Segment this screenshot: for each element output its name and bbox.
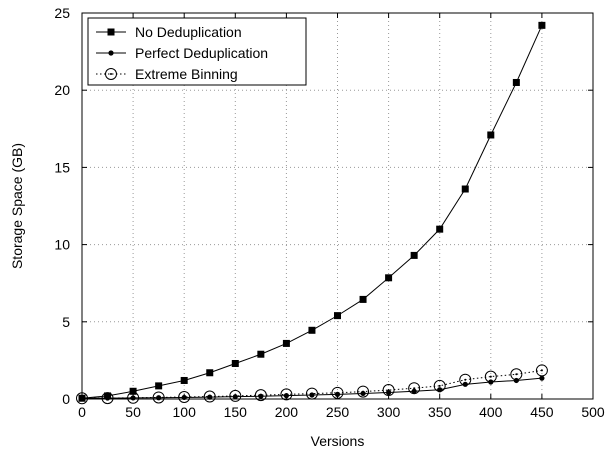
data-point-no-deduplication (334, 312, 341, 320)
data-point-perfect-deduplication (513, 377, 519, 384)
data-point-extreme-binning (510, 368, 523, 381)
data-point-no-deduplication (180, 376, 188, 384)
x-tick-label: 300 (377, 404, 401, 420)
data-point-no-deduplication (385, 274, 393, 282)
data-point-perfect-deduplication (539, 375, 545, 381)
data-point-no-deduplication (308, 326, 316, 334)
legend-marker (108, 50, 114, 56)
legend-item-no-deduplication: No Deduplication (96, 24, 242, 40)
legend-label: Extreme Binning (135, 66, 238, 82)
data-point-no-deduplication (512, 78, 520, 86)
y-tick-label: 25 (54, 5, 70, 21)
data-point-extreme-binning (254, 389, 267, 402)
data-point-no-deduplication (487, 131, 495, 139)
data-point-no-deduplication (410, 251, 418, 259)
legend-marker (105, 68, 117, 80)
data-point-extreme-binning (408, 382, 421, 395)
legend-item-perfect-deduplication: Perfect Deduplication (96, 45, 268, 61)
data-point-no-deduplication (461, 185, 469, 193)
x-tick-label: 200 (275, 404, 299, 420)
legend-label: No Deduplication (135, 24, 242, 40)
x-tick-label: 50 (125, 404, 141, 420)
legend-label: Perfect Deduplication (135, 45, 268, 61)
x-axis-label: Versions (311, 433, 365, 449)
data-point-extreme-binning (152, 391, 165, 404)
series-no-deduplication (78, 21, 546, 402)
data-point-perfect-deduplication (386, 389, 392, 396)
data-point-extreme-binning (459, 373, 472, 386)
data-point-no-deduplication (129, 387, 137, 395)
data-point-extreme-binning (433, 379, 446, 392)
x-tick-label: 100 (173, 404, 197, 420)
y-tick-label: 0 (62, 391, 70, 407)
y-tick-label: 10 (54, 237, 70, 253)
data-point-perfect-deduplication (360, 390, 366, 397)
data-point-extreme-binning (203, 390, 216, 403)
y-tick-label: 20 (54, 82, 70, 98)
data-point-perfect-deduplication (462, 381, 468, 387)
y-axis-label: Storage Space (GB) (9, 143, 25, 269)
legend-marker (107, 28, 115, 36)
y-tick-label: 5 (62, 314, 70, 330)
y-tick-label: 15 (54, 159, 70, 175)
axis-ticks: 0 50 100 150 200 250 300 350 400 450 500 0 5 10 15 20 25 (54, 5, 604, 420)
data-point-extreme-binning (357, 385, 370, 398)
data-point-perfect-deduplication (411, 388, 417, 394)
data-point-no-deduplication (155, 382, 163, 390)
data-point-no-deduplication (231, 359, 239, 367)
x-tick-label: 450 (530, 404, 554, 420)
data-point-extreme-binning (535, 364, 548, 377)
x-tick-label: 150 (224, 404, 248, 420)
x-tick-label: 0 (78, 404, 86, 420)
series-extreme-binning (76, 364, 548, 405)
data-point-no-deduplication (257, 350, 265, 358)
data-point-extreme-binning (484, 370, 497, 383)
data-point-no-deduplication (359, 295, 367, 303)
x-tick-label: 350 (428, 404, 452, 420)
data-point-no-deduplication (436, 225, 444, 233)
data-point-no-deduplication (282, 339, 290, 347)
x-tick-label: 400 (479, 404, 503, 420)
x-tick-label: 500 (581, 404, 605, 420)
data-point-no-deduplication (206, 369, 214, 377)
series-layer (76, 21, 548, 405)
data-point-no-deduplication (538, 21, 546, 29)
legend: No Deduplication Perfect Deduplication Ext… (87, 17, 307, 86)
x-tick-label: 250 (326, 404, 350, 420)
legend-item-extreme-binning: Extreme Binning (96, 66, 238, 82)
